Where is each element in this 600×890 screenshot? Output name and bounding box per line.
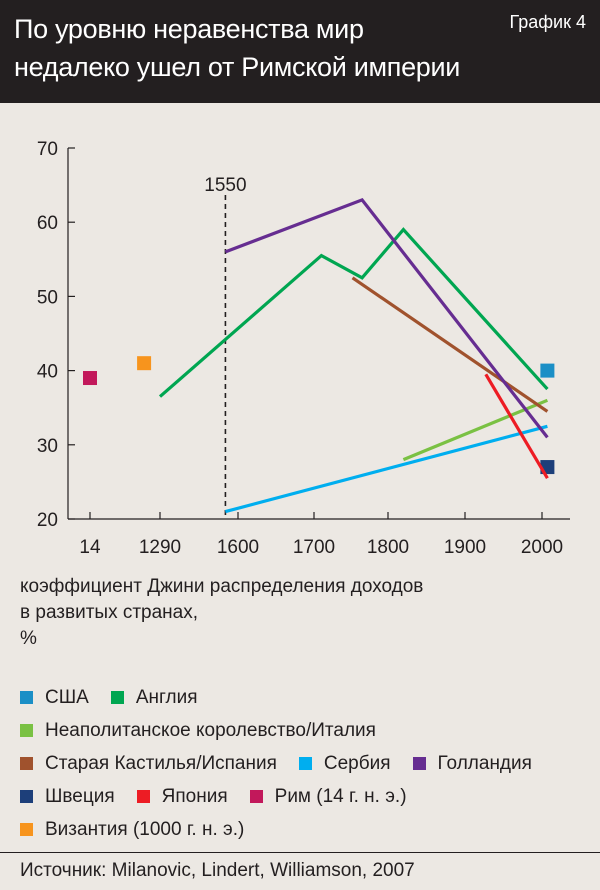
legend-item: Англия <box>110 686 198 710</box>
legend-row: Швеция Япония Рим (14 г. н. э.) <box>20 785 590 809</box>
series-line-1 <box>158 227 549 398</box>
legend-item: Япония <box>136 785 228 809</box>
legend-swatch <box>20 757 33 770</box>
legend-label: Рим (14 г. н. э.) <box>274 786 407 807</box>
legend-label: Сербия <box>323 753 391 774</box>
chart-title-line-2: недалеко ушел от Римской империи <box>14 52 461 82</box>
legend-row: Старая Кастилья/Испания Сербия Голландия <box>20 752 590 776</box>
series-line-3 <box>351 276 549 413</box>
series-point-9 <box>137 356 152 371</box>
y-tick-label: 40 <box>37 362 58 383</box>
legend-item: Швеция <box>20 785 115 809</box>
y-tick-label: 20 <box>37 510 58 531</box>
marker-label-1550: 1550 <box>204 175 246 196</box>
legend-label: США <box>45 687 89 708</box>
chart-title-line-1: По уровню неравенства мир <box>14 14 364 44</box>
x-tick-label: 2000 <box>521 537 563 558</box>
legend-swatch <box>20 823 33 836</box>
header: По уровню неравенства мир недалеко ушел … <box>0 0 600 103</box>
legend-item: Сербия <box>298 752 391 776</box>
series-line-4 <box>224 424 548 514</box>
legend-label: Япония <box>161 786 228 807</box>
chart-legend: США Англия Неаполитанское королевство/Итал… <box>20 686 590 851</box>
legend-label: Старая Кастилья/Испания <box>45 753 277 774</box>
series-line-7 <box>484 373 549 480</box>
x-tick-label: 1900 <box>444 537 486 558</box>
chart-number-badge: График 4 <box>509 12 586 32</box>
legend-label: Голландия <box>437 753 532 774</box>
legend-swatch <box>249 790 263 803</box>
legend-label: Англия <box>135 687 198 708</box>
axis-caption-line-3: % <box>20 628 37 649</box>
y-tick-label: 70 <box>37 139 58 160</box>
axis-caption: коэффициент Джини распределения доходов … <box>20 574 480 652</box>
series-point-8 <box>83 371 97 386</box>
y-tick-label: 30 <box>37 436 58 457</box>
y-tick-label: 60 <box>37 213 58 234</box>
series-line-2 <box>402 398 549 462</box>
x-tick-label: 1700 <box>293 537 335 558</box>
legend-item: Старая Кастилья/Испания <box>20 752 277 776</box>
x-tick-label: 1290 <box>139 537 181 558</box>
legend-label: Неаполитанское королевство/Италия <box>45 720 376 741</box>
legend-item: Голландия <box>412 752 532 776</box>
x-tick-label: 1600 <box>217 537 259 558</box>
legend-item: США <box>20 686 89 710</box>
legend-label: Швеция <box>45 786 115 807</box>
series-point-0 <box>540 363 555 378</box>
chart-title: По уровню неравенства мир недалеко ушел … <box>14 10 484 86</box>
x-tick-label: 14 <box>79 537 101 558</box>
legend-swatch <box>298 757 312 770</box>
y-tick-label: 50 <box>37 287 58 308</box>
legend-swatch <box>412 757 426 770</box>
legend-label: Византия (1000 г. н. э.) <box>45 819 245 840</box>
legend-item: Рим (14 г. н. э.) <box>249 785 407 809</box>
series-line-5 <box>224 197 549 439</box>
footer: Источник: Milanovic, Lindert, Williamson… <box>0 852 600 890</box>
legend-swatch <box>110 691 124 704</box>
axis-caption-line-2: в развитых странах, <box>20 602 199 623</box>
legend-item: Неаполитанское королевство/Италия <box>20 719 376 743</box>
legend-swatch <box>20 790 33 803</box>
legend-swatch <box>20 724 33 737</box>
legend-row: Византия (1000 г. н. э.) <box>20 818 590 842</box>
chart-plot: 20 30 40 50 60 70 14 1290 1600 1700 1800 1900 2000 15… <box>37 139 570 558</box>
axis-caption-line-1: коэффициент Джини распределения доходов <box>20 576 424 597</box>
legend-swatch <box>136 790 150 803</box>
source-note: Источник: Milanovic, Lindert, Williamson… <box>20 860 415 881</box>
x-tick-label: 1800 <box>367 537 409 558</box>
legend-swatch <box>20 691 33 704</box>
legend-row: США Англия <box>20 686 590 710</box>
legend-row: Неаполитанское королевство/Италия <box>20 719 590 743</box>
legend-item: Византия (1000 г. н. э.) <box>20 818 244 842</box>
